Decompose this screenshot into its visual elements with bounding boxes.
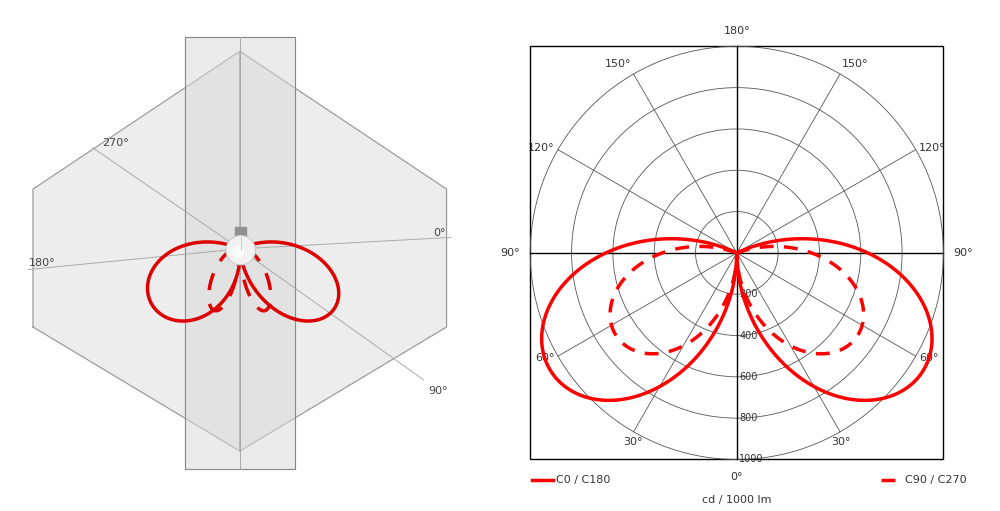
Text: 0°: 0°	[433, 228, 445, 238]
Text: 90°: 90°	[428, 386, 448, 397]
Text: 180°: 180°	[724, 26, 750, 36]
Text: C0 / C180: C0 / C180	[556, 475, 610, 485]
Text: 180°: 180°	[28, 258, 55, 268]
Text: 270°: 270°	[102, 138, 129, 148]
Text: 90°: 90°	[954, 248, 973, 258]
Text: 60°: 60°	[919, 353, 938, 363]
Text: C90 / C270: C90 / C270	[905, 475, 967, 485]
Text: 120°: 120°	[528, 143, 555, 153]
Text: 60°: 60°	[535, 353, 555, 363]
Text: 400: 400	[739, 331, 758, 340]
Text: 120°: 120°	[919, 143, 945, 153]
Text: 150°: 150°	[842, 59, 869, 69]
Bar	[235, 227, 246, 238]
Text: 800: 800	[739, 413, 758, 423]
Circle shape	[232, 247, 243, 258]
Text: 30°: 30°	[831, 437, 851, 447]
Bar	[530, 47, 943, 459]
Polygon shape	[33, 51, 240, 451]
Text: 30°: 30°	[623, 437, 642, 447]
Text: 150°: 150°	[605, 59, 631, 69]
Text: 200: 200	[739, 289, 758, 299]
Text: 1000: 1000	[739, 454, 764, 464]
Circle shape	[226, 236, 255, 265]
Text: 90°: 90°	[500, 248, 520, 258]
Text: cd / 1000 lm: cd / 1000 lm	[702, 495, 772, 504]
Text: 600: 600	[739, 372, 758, 382]
Text: 0°: 0°	[731, 472, 743, 482]
Polygon shape	[185, 37, 295, 470]
Polygon shape	[240, 51, 447, 451]
